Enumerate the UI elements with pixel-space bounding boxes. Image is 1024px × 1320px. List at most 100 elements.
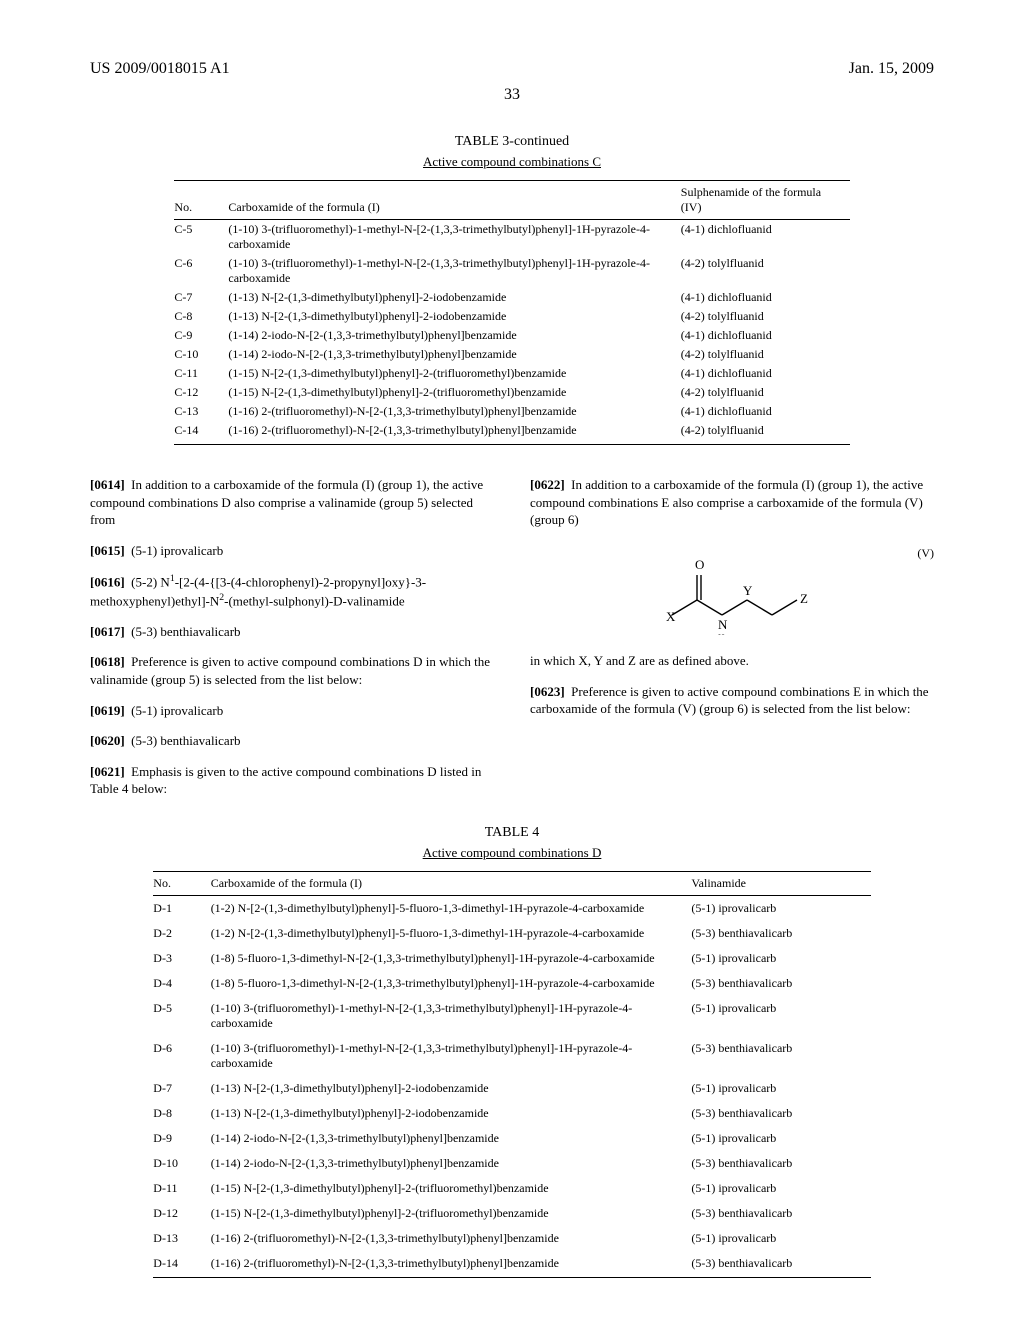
cell-compound: (1-15) N-[2-(1,3-dimethylbutyl)phenyl]-2… (211, 1201, 692, 1226)
cell-compound: (1-10) 3-(trifluoromethyl)-1-methyl-N-[2… (211, 1036, 692, 1076)
page-number: 33 (90, 86, 934, 104)
cell-no: C-10 (174, 345, 228, 364)
num-0614: [0614] (90, 477, 125, 492)
table4-col-right: Valinamide (691, 872, 870, 896)
table-row: D-11(1-15) N-[2-(1,3-dimethylbutyl)pheny… (153, 1176, 870, 1201)
formula-v-wrap: (V) X O N H Y Z (530, 545, 934, 640)
cell-compound: (1-16) 2-(trifluoromethyl)-N-[2-(1,3,3-t… (211, 1251, 692, 1278)
para-0616-post: -(methyl-sulphonyl)-D-valinamide (224, 593, 405, 608)
cell-no: D-7 (153, 1076, 210, 1101)
cell-compound: (1-10) 3-(trifluoromethyl)-1-methyl-N-[2… (228, 220, 680, 255)
cell-no: D-11 (153, 1176, 210, 1201)
table-row: C-6(1-10) 3-(trifluoromethyl)-1-methyl-N… (174, 254, 849, 288)
num-0621: [0621] (90, 764, 125, 779)
num-0622: [0622] (530, 477, 565, 492)
right-column: [0622] In addition to a carboxamide of t… (530, 463, 934, 811)
table-row: D-7(1-13) N-[2-(1,3-dimethylbutyl)phenyl… (153, 1076, 870, 1101)
cell-no: C-5 (174, 220, 228, 255)
cell-right: (5-3) benthiavalicarb (691, 1201, 870, 1226)
table-row: D-13(1-16) 2-(trifluoromethyl)-N-[2-(1,3… (153, 1226, 870, 1251)
svg-text:O: O (695, 557, 704, 572)
cell-right: (5-3) benthiavalicarb (691, 1251, 870, 1278)
para-0622: In addition to a carboxamide of the form… (530, 477, 923, 527)
table-row: C-11(1-15) N-[2-(1,3-dimethylbutyl)pheny… (174, 364, 849, 383)
para-0615: (5-1) iprovalicarb (131, 543, 223, 558)
cell-no: C-13 (174, 402, 228, 421)
cell-no: C-8 (174, 307, 228, 326)
cell-right: (4-1) dichlofluanid (681, 288, 850, 307)
para-0620: (5-3) benthiavalicarb (131, 733, 240, 748)
svg-text:N: N (718, 617, 728, 632)
table3-col-right: Sulphenamide of the formula (IV) (681, 181, 850, 220)
table-row: D-2(1-2) N-[2-(1,3-dimethylbutyl)phenyl]… (153, 921, 870, 946)
cell-compound: (1-13) N-[2-(1,3-dimethylbutyl)phenyl]-2… (228, 288, 680, 307)
cell-no: C-9 (174, 326, 228, 345)
header-left: US 2009/0018015 A1 (90, 60, 230, 78)
cell-compound: (1-13) N-[2-(1,3-dimethylbutyl)phenyl]-2… (211, 1101, 692, 1126)
num-0620: [0620] (90, 733, 125, 748)
table4-col-no: No. (153, 872, 210, 896)
table4-col-mid: Carboxamide of the formula (I) (211, 872, 692, 896)
cell-right: (5-1) iprovalicarb (691, 1176, 870, 1201)
table-row: D-3(1-8) 5-fluoro-1,3-dimethyl-N-[2-(1,3… (153, 946, 870, 971)
cell-right: (4-2) tolylfluanid (681, 254, 850, 288)
cell-compound: (1-8) 5-fluoro-1,3-dimethyl-N-[2-(1,3,3-… (211, 971, 692, 996)
cell-right: (5-3) benthiavalicarb (691, 921, 870, 946)
cell-no: D-3 (153, 946, 210, 971)
para-0614: In addition to a carboxamide of the form… (90, 477, 483, 527)
cell-right: (5-3) benthiavalicarb (691, 1101, 870, 1126)
formula-v-label: (V) (917, 545, 934, 561)
svg-text:Z: Z (800, 591, 808, 606)
num-0615: [0615] (90, 543, 125, 558)
para-0619: (5-1) iprovalicarb (131, 703, 223, 718)
cell-right: (4-2) tolylfluanid (681, 345, 850, 364)
cell-compound: (1-2) N-[2-(1,3-dimethylbutyl)phenyl]-5-… (211, 895, 692, 921)
left-column: [0614] In addition to a carboxamide of t… (90, 463, 494, 811)
para-0616-pre: (5-2) N (131, 575, 170, 590)
cell-compound: (1-14) 2-iodo-N-[2-(1,3,3-trimethylbutyl… (211, 1151, 692, 1176)
cell-no: D-4 (153, 971, 210, 996)
cell-right: (5-1) iprovalicarb (691, 1076, 870, 1101)
cell-compound: (1-2) N-[2-(1,3-dimethylbutyl)phenyl]-5-… (211, 921, 692, 946)
cell-right: (5-1) iprovalicarb (691, 946, 870, 971)
table-row: C-7(1-13) N-[2-(1,3-dimethylbutyl)phenyl… (174, 288, 849, 307)
table4-caption: TABLE 4 (90, 825, 934, 841)
cell-no: D-9 (153, 1126, 210, 1151)
table-row: C-12(1-15) N-[2-(1,3-dimethylbutyl)pheny… (174, 383, 849, 402)
table-row: D-14(1-16) 2-(trifluoromethyl)-N-[2-(1,3… (153, 1251, 870, 1278)
cell-compound: (1-15) N-[2-(1,3-dimethylbutyl)phenyl]-2… (228, 383, 680, 402)
cell-right: (4-1) dichlofluanid (681, 402, 850, 421)
svg-text:H: H (718, 633, 725, 635)
cell-no: C-14 (174, 421, 228, 445)
table4-subcaption: Active compound combinations D (90, 845, 934, 861)
cell-no: C-7 (174, 288, 228, 307)
para-xyz: in which X, Y and Z are as defined above… (530, 652, 934, 670)
para-0618: Preference is given to active compound c… (90, 654, 490, 687)
cell-right: (5-1) iprovalicarb (691, 1126, 870, 1151)
table3-col-no: No. (174, 181, 228, 220)
cell-compound: (1-14) 2-iodo-N-[2-(1,3,3-trimethylbutyl… (228, 345, 680, 364)
table4: No. Carboxamide of the formula (I) Valin… (153, 871, 870, 1278)
cell-right: (4-1) dichlofluanid (681, 326, 850, 345)
table-row: D-5(1-10) 3-(trifluoromethyl)-1-methyl-N… (153, 996, 870, 1036)
cell-no: D-1 (153, 895, 210, 921)
cell-compound: (1-16) 2-(trifluoromethyl)-N-[2-(1,3,3-t… (228, 421, 680, 445)
cell-right: (5-1) iprovalicarb (691, 1226, 870, 1251)
table-row: C-5(1-10) 3-(trifluoromethyl)-1-methyl-N… (174, 220, 849, 255)
header-right: Jan. 15, 2009 (849, 60, 934, 78)
table-row: C-8(1-13) N-[2-(1,3-dimethylbutyl)phenyl… (174, 307, 849, 326)
cell-compound: (1-14) 2-iodo-N-[2-(1,3,3-trimethylbutyl… (211, 1126, 692, 1151)
cell-compound: (1-16) 2-(trifluoromethyl)-N-[2-(1,3,3-t… (211, 1226, 692, 1251)
table-row: C-9(1-14) 2-iodo-N-[2-(1,3,3-trimethylbu… (174, 326, 849, 345)
para-0617: (5-3) benthiavalicarb (131, 624, 240, 639)
cell-compound: (1-16) 2-(trifluoromethyl)-N-[2-(1,3,3-t… (228, 402, 680, 421)
cell-right: (4-2) tolylfluanid (681, 383, 850, 402)
cell-no: D-10 (153, 1151, 210, 1176)
cell-right: (4-2) tolylfluanid (681, 307, 850, 326)
cell-right: (5-1) iprovalicarb (691, 996, 870, 1036)
table3-col-mid: Carboxamide of the formula (I) (228, 181, 680, 220)
cell-no: D-5 (153, 996, 210, 1036)
cell-right: (5-3) benthiavalicarb (691, 1151, 870, 1176)
cell-right: (4-1) dichlofluanid (681, 220, 850, 255)
page: US 2009/0018015 A1 Jan. 15, 2009 33 TABL… (0, 0, 1024, 1318)
